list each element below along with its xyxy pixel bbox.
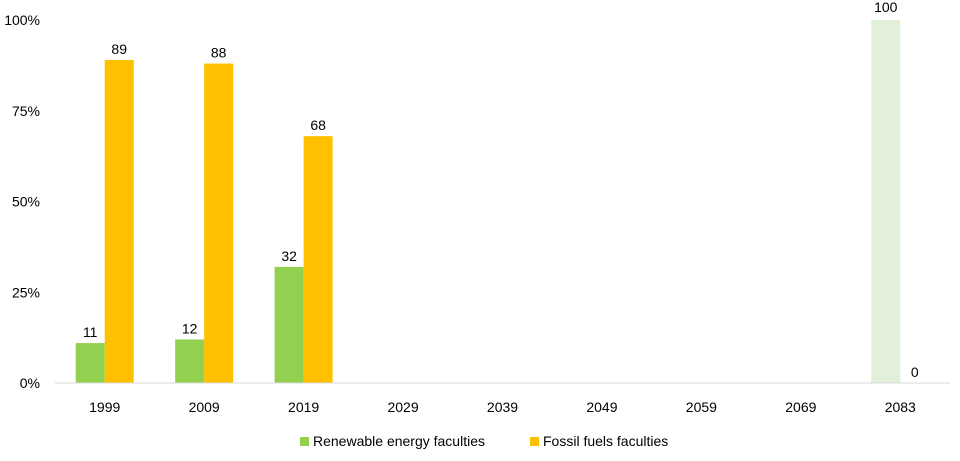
data-label-fossil: 89 bbox=[111, 41, 127, 57]
data-label-fossil: 88 bbox=[211, 45, 227, 61]
data-label-renewable-projected: 100 bbox=[874, 0, 898, 15]
legend-swatch-renewable bbox=[300, 437, 309, 446]
x-tick-label: 2009 bbox=[189, 399, 220, 415]
data-label-renewable: 32 bbox=[281, 248, 297, 264]
y-tick-label: 0% bbox=[20, 375, 40, 391]
bar-renewable bbox=[274, 266, 304, 383]
bar-renewable-projected bbox=[871, 20, 901, 383]
legend-label-renewable: Renewable energy faculties bbox=[313, 433, 485, 449]
x-tick-label: 2039 bbox=[487, 399, 518, 415]
bar-fossil bbox=[303, 136, 333, 383]
bar-fossil bbox=[104, 59, 134, 384]
x-tick-label: 2049 bbox=[586, 399, 617, 415]
legend-label-fossil: Fossil fuels faculties bbox=[543, 433, 668, 449]
x-tick-label: 2019 bbox=[288, 399, 319, 415]
data-label-renewable: 11 bbox=[83, 324, 98, 340]
x-tick-label: 2083 bbox=[885, 399, 916, 415]
x-tick-label: 2069 bbox=[785, 399, 816, 415]
y-tick-label: 75% bbox=[12, 103, 40, 119]
y-tick-label: 100% bbox=[4, 12, 40, 28]
bar-renewable bbox=[75, 343, 105, 383]
bar-fossil bbox=[204, 63, 234, 384]
data-label-fossil-projected: 0 bbox=[911, 364, 919, 380]
y-tick-label: 50% bbox=[12, 194, 40, 210]
data-label-fossil: 68 bbox=[310, 117, 326, 133]
x-tick-label: 2059 bbox=[686, 399, 717, 415]
x-tick-label: 2029 bbox=[387, 399, 418, 415]
x-tick-label: 1999 bbox=[89, 399, 120, 415]
bar-renewable bbox=[175, 339, 205, 383]
legend-swatch-fossil bbox=[530, 437, 539, 446]
data-label-renewable: 12 bbox=[182, 320, 198, 336]
y-tick-label: 25% bbox=[12, 284, 40, 300]
